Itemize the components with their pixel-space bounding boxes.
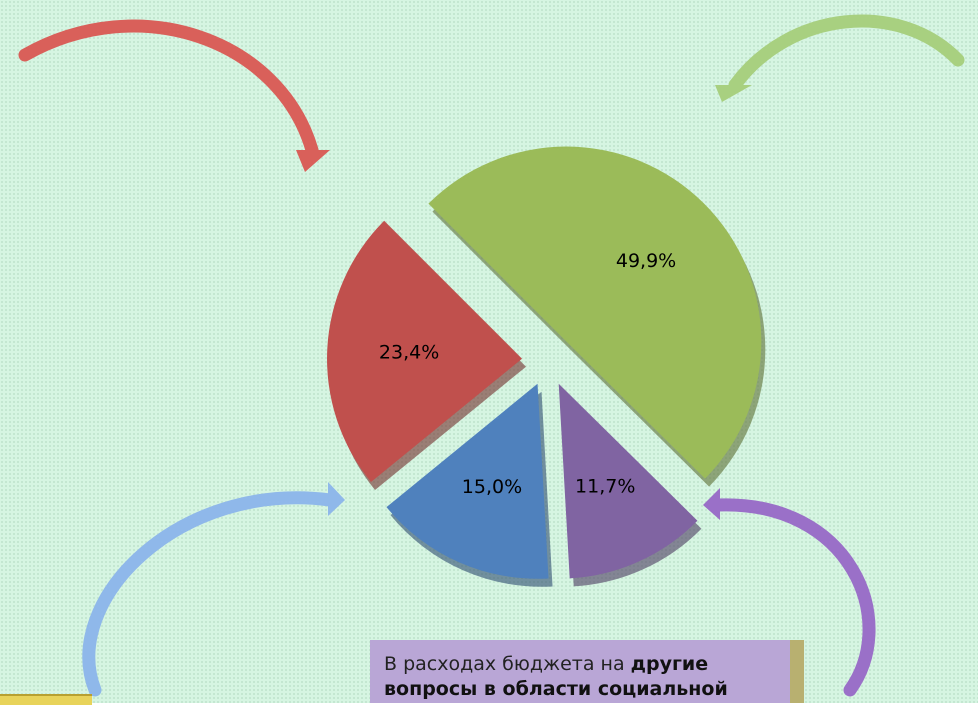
note-edge (790, 640, 804, 703)
slice (428, 146, 762, 479)
note-text-bold: другие (630, 653, 709, 675)
slice (558, 383, 698, 579)
data-label: 15,0% (462, 476, 522, 498)
note-box: В расходах бюджета на другие вопросы в об… (370, 640, 790, 703)
pie: 49,9% 11,7% 15,0% 23,4% (327, 146, 766, 587)
corner-box (0, 694, 92, 705)
slice (327, 220, 523, 483)
data-label: 23,4% (379, 342, 439, 364)
data-label: 49,9% (616, 250, 676, 272)
decor-arrows (18, 14, 965, 697)
note-text: В расходах бюджета на (384, 653, 631, 675)
slice (386, 383, 549, 579)
data-label: 11,7% (575, 475, 635, 497)
note-text-bold: вопросы в области социальной (384, 678, 728, 700)
